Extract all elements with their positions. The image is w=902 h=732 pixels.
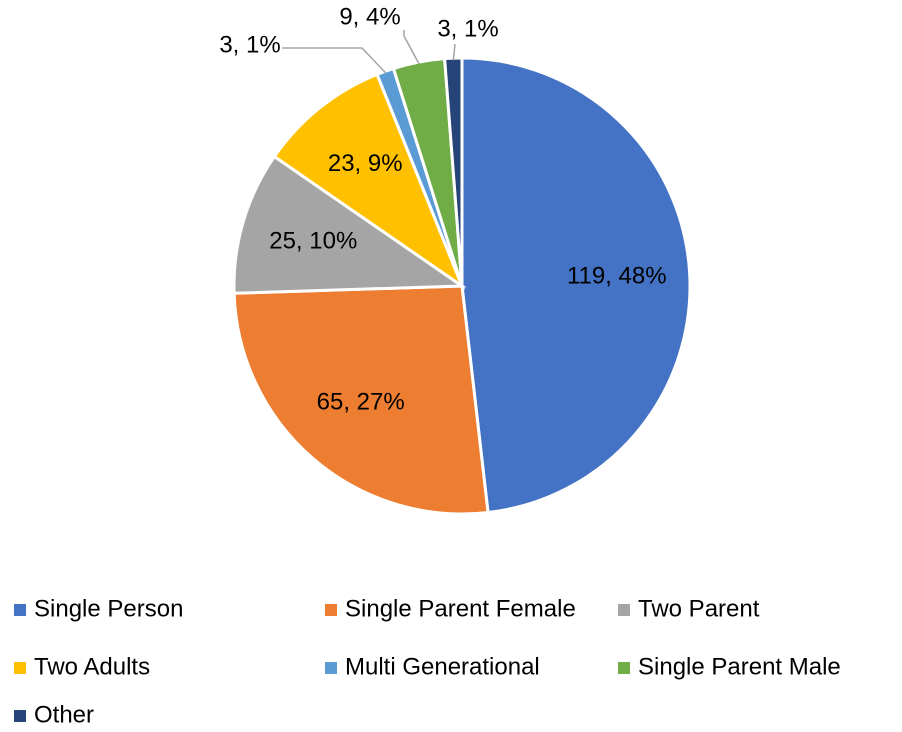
- data-label: 3, 1%: [437, 15, 498, 42]
- legend-label: Other: [34, 701, 94, 728]
- legend-swatch: [618, 662, 630, 674]
- legend-swatch: [14, 710, 26, 722]
- pie-slice: [460, 56, 692, 515]
- legend-label: Two Parent: [638, 595, 760, 622]
- pie-slice: [232, 284, 490, 516]
- legend-swatch: [618, 604, 630, 616]
- data-label: 9, 4%: [339, 3, 400, 30]
- data-label: 119, 48%: [567, 262, 667, 289]
- leader-line: [452, 43, 456, 61]
- leader-line: [282, 47, 387, 74]
- leader-line: [403, 30, 420, 65]
- legend-swatch: [14, 604, 26, 616]
- data-label: 65, 27%: [317, 389, 405, 416]
- legend-label: Single Parent Male: [638, 653, 841, 680]
- pie-slice: [232, 154, 467, 295]
- legend-swatch: [325, 604, 337, 616]
- legend-swatch: [325, 662, 337, 674]
- legend-label: Single Parent Female: [345, 595, 576, 622]
- legend-swatch: [14, 662, 26, 674]
- legend-label: Two Adults: [34, 653, 150, 680]
- legend-label: Single Person: [34, 595, 183, 622]
- data-label: 3, 1%: [219, 31, 280, 58]
- legend-label: Multi Generational: [345, 653, 540, 680]
- data-label: 23, 9%: [328, 150, 403, 177]
- data-label: 25, 10%: [269, 228, 357, 255]
- pie-slice: [272, 72, 466, 291]
